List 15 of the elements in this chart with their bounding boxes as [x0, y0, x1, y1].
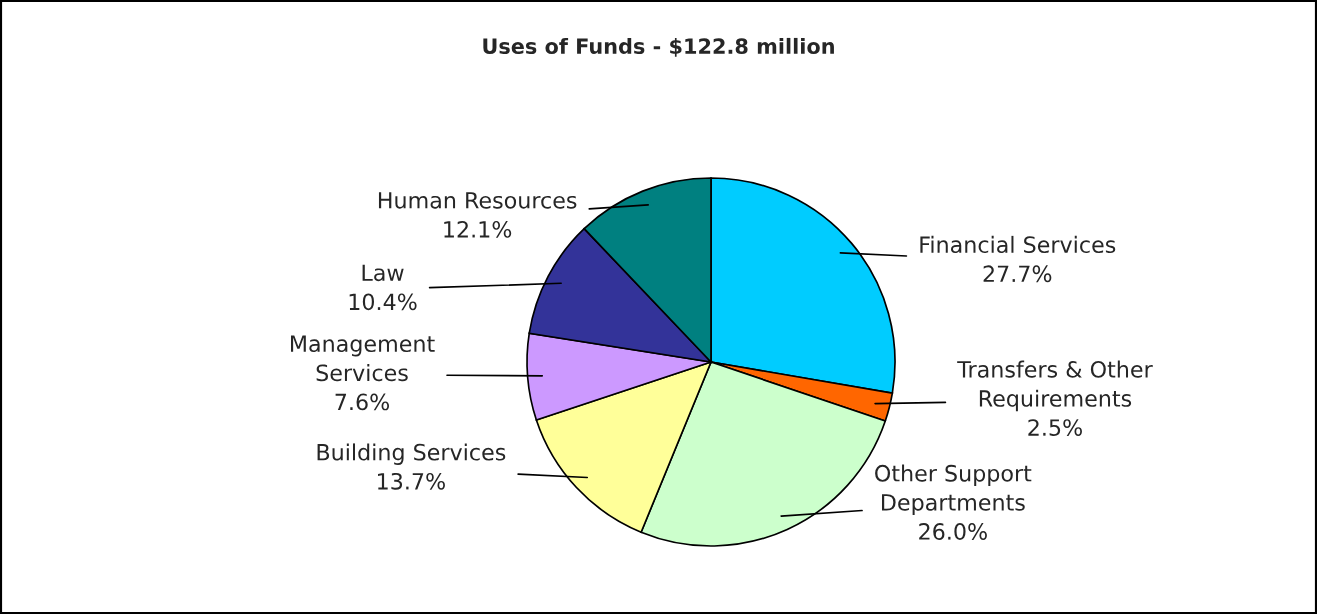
- slice-label: Building Services: [317, 443, 506, 465]
- data-label: 12.1%: [444, 220, 512, 238]
- slice-label: Human Resources: [378, 192, 577, 209]
- slice-label: Financial Services: [920, 235, 1116, 254]
- slice-label: Law: [362, 264, 404, 282]
- slice-label: Transfers & Other Requirements: [957, 360, 1153, 412]
- data-label: 7.6%: [335, 393, 390, 411]
- slice-label: Management Services: [291, 335, 435, 382]
- data-label: 27.7%: [983, 265, 1052, 283]
- data-label: 10.4%: [349, 293, 417, 311]
- data-label: 2.5%: [1028, 419, 1082, 436]
- data-label: 26.0%: [919, 523, 987, 540]
- chart-title: Uses of Funds - $122.8 million: [483, 37, 834, 57]
- data-label: 13.7%: [378, 472, 445, 490]
- slice-label: Other Support Departments: [875, 464, 1032, 516]
